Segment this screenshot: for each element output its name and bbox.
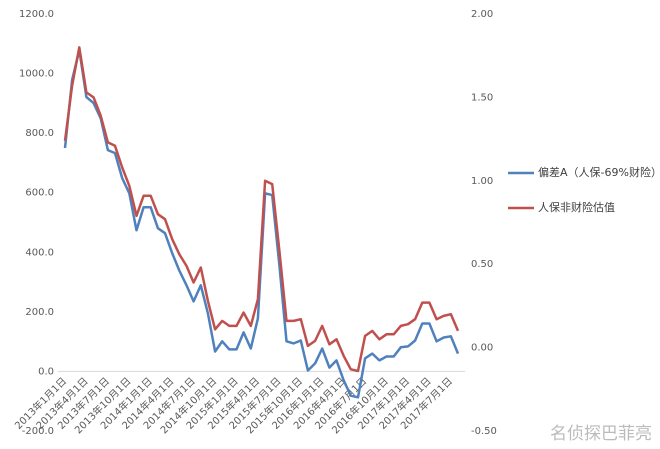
y-tick-label: 600.0 [25,188,54,199]
y-tick-label: 1200.0 [19,9,54,20]
y-tick-label: 1000.0 [19,69,54,80]
y-tick-label: 400.0 [25,247,54,258]
y2-tick-label: 1.00 [471,176,493,187]
legend-label: 人保非财险估值 [538,200,615,214]
y-tick-label: 800.0 [25,128,54,139]
y-tick-label: 0.0 [38,366,54,377]
y-tick-label: 200.0 [25,307,54,318]
y2-tick-label: 0.50 [471,259,493,270]
series-line [63,46,460,373]
y2-tick-label: 2.00 [471,9,493,20]
y2-tick-label: -0.50 [471,426,497,437]
y2-tick-label: 0.00 [471,343,493,354]
y-tick-label: -200.0 [22,426,54,437]
watermark: 名侦探巴菲亮 [550,424,652,444]
legend-label: 偏差A（人保-69%财险） [538,165,660,179]
y2-tick-label: 1.50 [471,92,493,103]
